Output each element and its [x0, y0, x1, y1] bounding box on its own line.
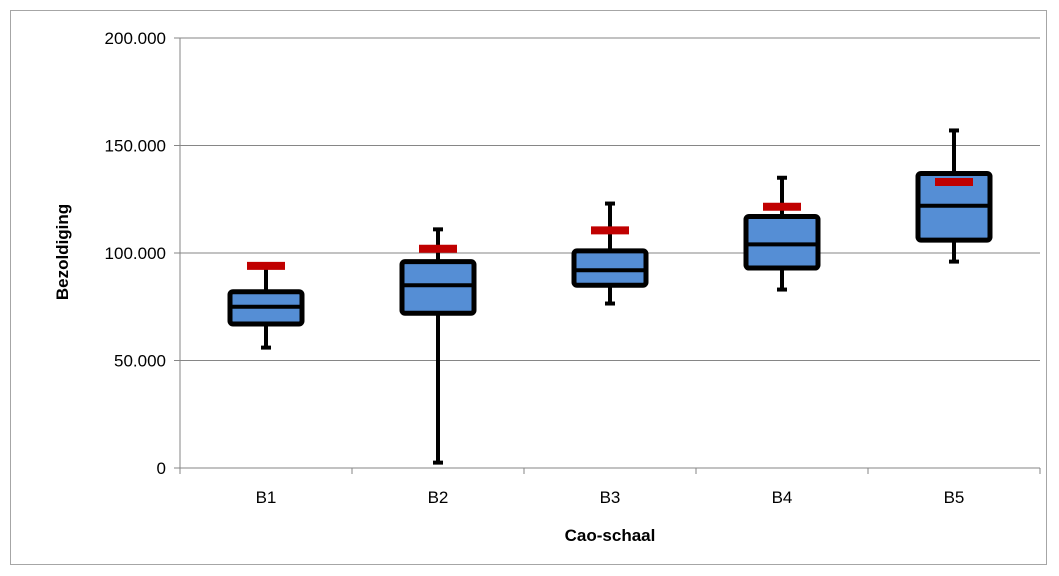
x-tick-label: B2 [428, 488, 449, 507]
gridlines [180, 37, 1040, 361]
box-iqr [399, 259, 477, 316]
y-tick-label: 100.000 [105, 244, 166, 263]
y-tick-label: 0 [157, 459, 166, 478]
axes [174, 37, 1041, 474]
y-tick-label: 200.000 [105, 29, 166, 48]
chart-frame [10, 10, 1047, 565]
box-b1 [227, 261, 305, 350]
box-iqr [571, 248, 649, 288]
box-iqr [743, 213, 821, 271]
y-tick-label: 150.000 [105, 137, 166, 156]
x-tick-label: B1 [256, 488, 277, 507]
y-tick-label: 50.000 [114, 352, 166, 371]
box-b2 [399, 227, 477, 465]
x-tick-label: B3 [600, 488, 621, 507]
box-b4 [743, 175, 821, 292]
y-tick-labels: 0 50.000 100.000 150.000 200.000 [105, 29, 166, 478]
x-tick-label: B5 [944, 488, 965, 507]
y-axis-title: Bezoldiging [53, 204, 72, 300]
box-series [227, 128, 993, 465]
x-axis-title: Cao-schaal [565, 526, 656, 545]
box-b3 [571, 201, 649, 306]
x-tick-label: B4 [772, 488, 793, 507]
x-tick-labels: B1 B2 B3 B4 B5 [256, 488, 965, 507]
box-b5 [915, 128, 993, 264]
